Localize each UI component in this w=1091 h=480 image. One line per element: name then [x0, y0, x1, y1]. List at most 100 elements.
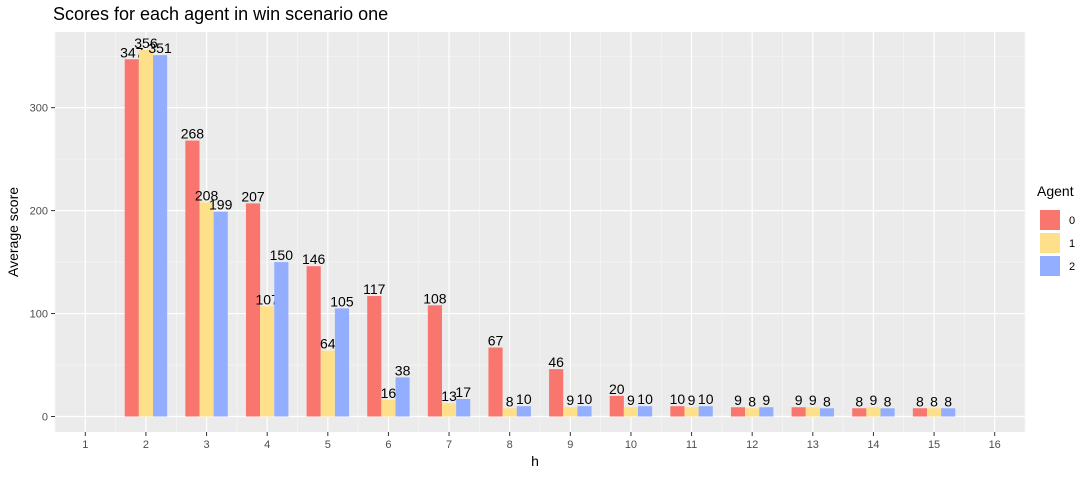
data-label-agent-1-h-10: 9 — [627, 392, 635, 408]
bar-agent-0-h-14 — [852, 408, 867, 417]
data-label-agent-2-h-8: 10 — [516, 391, 532, 407]
x-tick-label: 1 — [82, 439, 88, 451]
bar-agent-1-h-4 — [260, 306, 275, 417]
bar-agent-0-h-8 — [488, 347, 503, 417]
bar-agent-2-h-15 — [941, 408, 956, 417]
data-label-agent-0-h-5: 146 — [302, 251, 326, 267]
bar-agent-2-h-10 — [638, 406, 653, 417]
x-tick-label: 13 — [807, 439, 819, 451]
bar-agent-1-h-12 — [745, 408, 760, 417]
data-label-agent-2-h-9: 10 — [577, 391, 593, 407]
y-tick-label: 0 — [42, 412, 48, 424]
x-tick-label: 9 — [567, 439, 573, 451]
x-tick-label: 5 — [325, 439, 331, 451]
bar-agent-2-h-12 — [759, 407, 774, 417]
bar-agent-1-h-14 — [866, 407, 881, 417]
y-tick-label: 200 — [30, 206, 48, 218]
bar-agent-2-h-5 — [334, 308, 350, 417]
data-label-agent-1-h-12: 8 — [748, 393, 756, 409]
x-tick-label: 14 — [867, 439, 879, 451]
bar-agent-0-h-5 — [306, 266, 321, 417]
legend-swatch-agent-2 — [1040, 256, 1060, 276]
x-tick-label: 3 — [204, 439, 210, 451]
data-label-agent-1-h-8: 8 — [506, 393, 514, 409]
legend-label-agent-2: 2 — [1069, 261, 1075, 273]
data-label-agent-2-h-15: 8 — [944, 393, 952, 409]
data-label-agent-2-h-11: 10 — [698, 391, 714, 407]
bar-agent-0-h-15 — [912, 408, 927, 417]
legend-swatch-agent-1 — [1040, 233, 1060, 253]
y-tick-label: 300 — [30, 103, 48, 115]
legend-swatch-agent-0 — [1040, 210, 1060, 230]
bar-agent-1-h-9 — [563, 407, 578, 417]
bar-agent-2-h-7 — [456, 398, 471, 417]
bar-agent-2-h-6 — [395, 377, 410, 417]
x-tick-label: 4 — [264, 439, 270, 451]
data-label-agent-0-h-11: 10 — [670, 391, 686, 407]
data-label-agent-2-h-14: 8 — [884, 393, 892, 409]
legend: Agent 0 1 2 — [1037, 183, 1075, 276]
data-label-agent-2-h-6: 38 — [395, 362, 411, 378]
data-label-agent-0-h-14: 8 — [855, 393, 863, 409]
bar-agent-1-h-2 — [138, 50, 154, 417]
data-label-agent-1-h-15: 8 — [930, 393, 938, 409]
chart-title: Scores for each agent in win scenario on… — [53, 4, 388, 24]
data-label-agent-0-h-9: 46 — [548, 354, 564, 370]
y-tick-label: 100 — [30, 309, 48, 321]
bar-agent-0-h-10 — [609, 395, 624, 417]
data-label-agent-2-h-3: 199 — [209, 197, 233, 213]
data-label-agent-0-h-15: 8 — [916, 393, 924, 409]
data-label-agent-0-h-2: 347 — [120, 44, 144, 60]
data-label-agent-2-h-2: 351 — [148, 40, 172, 56]
data-label-agent-0-h-13: 9 — [795, 392, 803, 408]
x-tick-label: 2 — [143, 439, 149, 451]
bar-agent-1-h-7 — [441, 403, 457, 417]
data-label-agent-2-h-12: 9 — [762, 392, 770, 408]
bar-agent-2-h-11 — [698, 406, 713, 417]
data-label-agent-1-h-4: 107 — [256, 291, 280, 307]
bar-agent-0-h-12 — [730, 407, 746, 417]
bar-agent-1-h-6 — [381, 400, 396, 417]
data-label-agent-1-h-5: 64 — [320, 336, 336, 352]
x-tick-label: 11 — [686, 439, 697, 451]
data-label-agent-2-h-5: 105 — [330, 293, 354, 309]
bar-agent-0-h-4 — [245, 203, 261, 417]
bar-agent-0-h-13 — [791, 407, 806, 417]
bar-agent-0-h-6 — [367, 296, 382, 417]
bar-agent-2-h-13 — [819, 408, 835, 417]
bar-agent-2-h-4 — [274, 262, 289, 417]
data-label-agent-1-h-13: 9 — [809, 392, 817, 408]
data-label-agent-2-h-13: 8 — [823, 393, 831, 409]
bar-agent-2-h-2 — [153, 55, 168, 417]
data-label-agent-2-h-4: 150 — [270, 247, 294, 263]
data-label-agent-0-h-10: 20 — [609, 381, 625, 397]
data-label-agent-1-h-14: 9 — [870, 392, 878, 408]
x-tick-label: 8 — [507, 439, 513, 451]
bar-agent-0-h-9 — [549, 369, 564, 417]
data-label-agent-1-h-9: 9 — [566, 392, 574, 408]
bar-agent-2-h-9 — [577, 406, 592, 417]
legend-label-agent-1: 1 — [1069, 238, 1075, 250]
data-label-agent-1-h-2: 356 — [134, 35, 158, 51]
y-axis-title: Average score — [5, 187, 21, 277]
data-label-agent-0-h-12: 9 — [734, 392, 742, 408]
bar-agent-1-h-3 — [199, 202, 214, 417]
bar-agent-1-h-11 — [684, 407, 699, 417]
x-tick-label: 16 — [989, 439, 1001, 451]
data-label-agent-0-h-6: 117 — [363, 281, 386, 297]
data-label-agent-1-h-6: 16 — [381, 385, 397, 401]
bar-agent-1-h-8 — [502, 408, 517, 417]
x-tick-label: 7 — [446, 439, 452, 451]
x-tick-label: 6 — [385, 439, 391, 451]
data-label-agent-1-h-11: 9 — [688, 392, 696, 408]
bar-agent-0-h-2 — [124, 59, 139, 417]
data-label-agent-0-h-8: 67 — [488, 333, 504, 349]
data-label-agent-1-h-7: 13 — [441, 388, 457, 404]
bar-agent-1-h-13 — [805, 407, 820, 417]
data-label-agent-2-h-10: 10 — [637, 391, 653, 407]
x-tick-label: 10 — [625, 439, 637, 451]
bar-agent-0-h-11 — [670, 406, 685, 417]
bar-agent-2-h-8 — [516, 406, 531, 417]
